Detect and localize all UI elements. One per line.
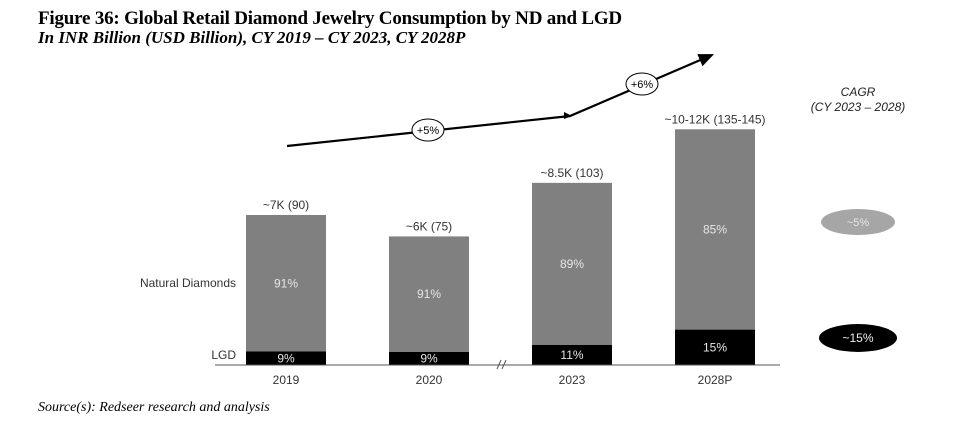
data-label-natural: 85% [703,222,727,236]
cagr-lgd-value: ~15% [842,331,873,345]
total-label: ~6K (75) [406,219,452,233]
growth-label: +6% [631,79,654,91]
x-tick-label: 2020 [416,373,443,387]
trend-midpoint-arrow [564,112,572,119]
cagr-period: (CY 2023 – 2028) [811,100,906,114]
total-label: ~10-12K (135-145) [664,112,765,126]
bar-natural-2023 [532,182,612,345]
figure-subtitle: In INR Billion (USD Billion), CY 2019 – … [38,28,466,47]
series-label-natural: Natural Diamonds [140,276,236,290]
x-tick-label: 2028P [698,373,733,387]
data-label-lgd: 15% [703,340,727,354]
data-label-lgd: 9% [420,352,438,366]
x-tick-label: 2019 [273,373,300,387]
data-label-natural: 91% [274,276,298,290]
data-label-natural: 91% [417,287,441,301]
growth-label: +5% [417,125,440,137]
growth-badge-2023-2028: +6% [625,72,659,96]
axis-break-marker [496,359,507,370]
bar-natural-2019 [246,215,326,352]
cagr-lgd-badge: ~15% [819,324,897,352]
total-label: ~7K (90) [263,198,309,212]
cagr-natural-badge: ~5% [821,209,895,235]
data-label-natural: 89% [560,257,584,271]
figure-title: Figure 36: Global Retail Diamond Jewelry… [38,8,622,29]
x-tick-label: 2023 [559,373,586,387]
bar-natural-2028P [675,129,755,330]
cagr-title: CAGR [841,85,876,99]
data-label-lgd: 9% [277,351,295,365]
growth-trend-line [286,53,715,148]
bar-lgd-2023 [532,344,612,365]
bar-natural-2020 [389,236,469,352]
source-note: Source(s): Redseer research and analysis [38,400,270,415]
data-label-lgd: 11% [560,348,583,362]
bar-lgd-2019 [246,351,326,365]
bar-lgd-2020 [389,352,469,365]
cagr-natural-value: ~5% [847,217,870,229]
bar-lgd-2028P [675,329,755,365]
series-label-lgd: LGD [211,348,236,362]
growth-badge-2019-2023: +5% [411,118,445,142]
total-label: ~8.5K (103) [540,166,603,180]
